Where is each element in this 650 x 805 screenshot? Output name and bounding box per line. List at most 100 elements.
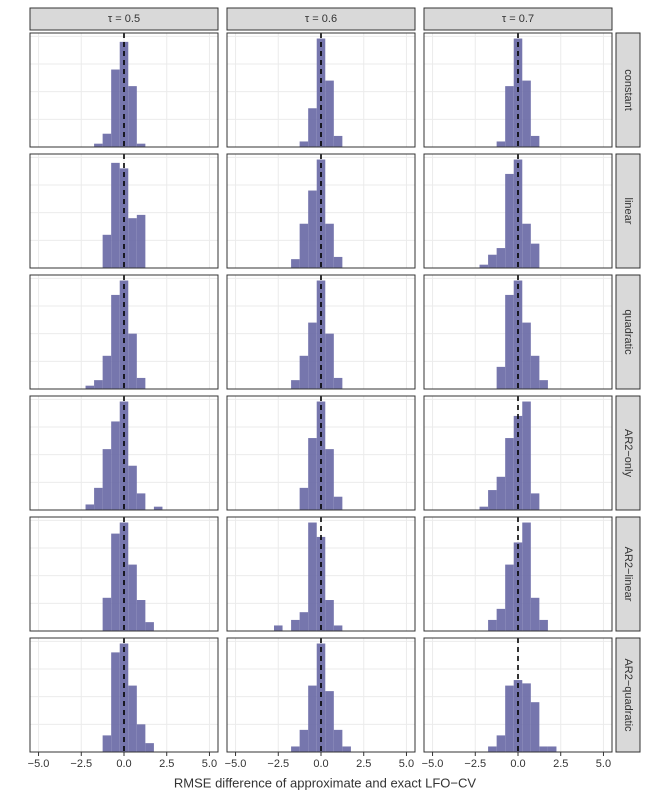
bar xyxy=(291,259,300,268)
bar xyxy=(530,243,540,268)
bar xyxy=(488,254,497,268)
bar xyxy=(530,597,540,631)
panel: −5.0 −2.5 0.0 2.5 5.0 xyxy=(225,637,416,770)
panel xyxy=(226,153,416,269)
bar xyxy=(496,476,506,510)
bar xyxy=(530,493,540,510)
panel xyxy=(423,516,613,632)
bar xyxy=(325,449,334,510)
bar xyxy=(102,449,112,510)
bar xyxy=(128,685,137,752)
column-strip xyxy=(423,7,613,31)
row-label: constant xyxy=(622,69,634,111)
bar xyxy=(111,533,120,631)
bar xyxy=(488,746,497,752)
bar xyxy=(522,522,531,631)
bar xyxy=(102,735,112,752)
bar xyxy=(153,506,163,510)
bar xyxy=(505,86,514,147)
bar xyxy=(145,743,154,752)
panel-frame xyxy=(29,153,219,269)
column-label: τ = 0.6 xyxy=(305,13,337,25)
bar xyxy=(316,38,326,147)
panel-frame xyxy=(29,516,219,632)
bar xyxy=(496,141,506,147)
bar xyxy=(111,652,120,752)
panel xyxy=(423,274,613,390)
column-label: τ = 0.7 xyxy=(502,13,534,25)
panel xyxy=(29,274,219,390)
bar xyxy=(145,622,154,631)
panel-frame xyxy=(423,516,613,632)
bar xyxy=(136,724,146,752)
bar xyxy=(522,322,531,389)
bar xyxy=(505,564,514,631)
bar xyxy=(291,746,300,752)
panel-frame xyxy=(226,395,416,511)
bar xyxy=(505,438,514,510)
bar xyxy=(299,355,309,389)
row-strip xyxy=(615,516,641,632)
bar xyxy=(496,608,506,631)
bar xyxy=(85,504,95,510)
x-tick-label: 2.5 xyxy=(356,758,371,770)
bar xyxy=(136,143,146,147)
bar xyxy=(479,264,489,268)
panel-frame xyxy=(226,274,416,390)
bar xyxy=(119,643,129,752)
bar xyxy=(530,702,540,752)
panel xyxy=(29,32,219,148)
row-label: linear xyxy=(622,198,634,225)
bar xyxy=(513,280,523,389)
bar xyxy=(291,619,300,631)
row-strip xyxy=(615,32,641,148)
bar xyxy=(505,294,514,389)
bar xyxy=(136,493,146,510)
bar xyxy=(333,625,343,631)
bar xyxy=(136,214,146,268)
panel-frame xyxy=(423,32,613,148)
bar xyxy=(539,380,548,389)
bar xyxy=(119,280,129,389)
bar xyxy=(308,522,317,631)
bar xyxy=(325,80,334,147)
bar xyxy=(308,322,317,389)
bar xyxy=(102,133,112,147)
x-tick-label: 5.0 xyxy=(399,758,414,770)
x-tick-label: −2.5 xyxy=(464,758,486,770)
bar xyxy=(479,506,489,510)
bar xyxy=(308,685,317,752)
x-tick-label: 5.0 xyxy=(596,758,611,770)
row-strip xyxy=(615,153,641,269)
bar xyxy=(94,380,103,389)
bar xyxy=(513,159,523,268)
bar xyxy=(530,135,540,147)
bar xyxy=(316,159,326,268)
bar xyxy=(522,223,531,268)
bar xyxy=(274,625,283,631)
bar xyxy=(102,355,112,389)
x-tick-label: −5.0 xyxy=(28,758,50,770)
row-strip xyxy=(615,637,641,753)
x-tick-label: −2.5 xyxy=(70,758,92,770)
bar xyxy=(522,683,531,752)
bar xyxy=(505,685,514,752)
x-tick-label: 2.5 xyxy=(553,758,568,770)
bar xyxy=(325,691,334,752)
bar xyxy=(342,746,351,752)
bar xyxy=(547,746,557,752)
panel-frame xyxy=(423,153,613,269)
bar xyxy=(308,108,317,147)
bar xyxy=(111,162,120,268)
bar xyxy=(299,487,309,510)
bar xyxy=(333,729,343,752)
bar xyxy=(94,143,103,147)
bar xyxy=(128,564,137,631)
bar xyxy=(94,487,103,510)
panel-frame xyxy=(29,274,219,390)
bar xyxy=(316,643,326,752)
bar xyxy=(299,141,309,147)
bar xyxy=(530,355,540,389)
x-tick-label: −5.0 xyxy=(422,758,444,770)
bar xyxy=(325,333,334,389)
